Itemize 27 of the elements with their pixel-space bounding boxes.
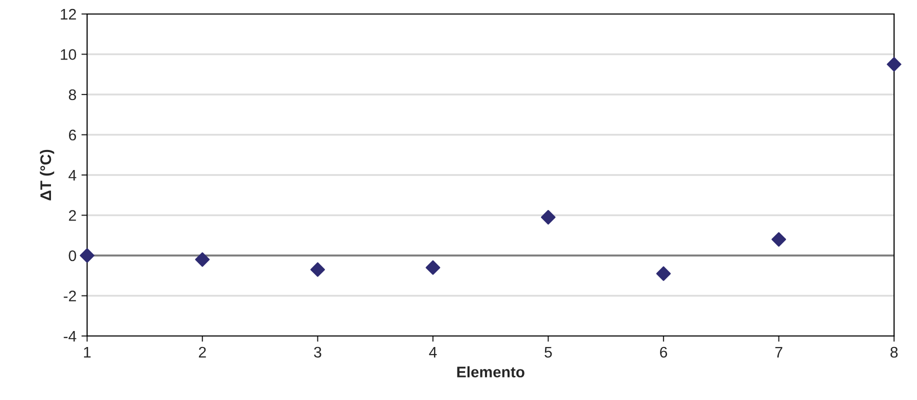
point: [656, 266, 671, 281]
x-tick-label: 6: [660, 346, 668, 358]
x-tick-label: 2: [198, 346, 206, 358]
y-tick-label: -4: [64, 331, 76, 342]
point: [195, 252, 210, 267]
y-tick-label: 4: [68, 170, 76, 181]
x-tick-label: 8: [890, 346, 898, 358]
x-tick-label: 5: [544, 346, 552, 358]
y-tick-label: 8: [68, 89, 76, 100]
y-tick-label: 12: [60, 8, 76, 20]
point: [426, 260, 440, 275]
point: [772, 232, 786, 247]
point: [540, 210, 556, 225]
point: [80, 248, 94, 263]
x-tick-label: 4: [429, 346, 437, 358]
y-tick-label: 2: [68, 210, 76, 221]
x-tick-label: 3: [314, 346, 322, 358]
x-tick-label: 1: [84, 346, 91, 358]
point: [886, 57, 902, 72]
x-axis-title: Elemento: [457, 366, 524, 378]
y-tick-label: -2: [64, 290, 76, 302]
y-axis-title: ΔT (°C): [40, 150, 54, 200]
y-tick-label: 6: [68, 130, 76, 140]
y-tick-label: 10: [60, 49, 76, 60]
x-tick-label: 7: [775, 346, 782, 358]
point: [310, 262, 325, 277]
y-tick-label: 0: [68, 250, 76, 262]
